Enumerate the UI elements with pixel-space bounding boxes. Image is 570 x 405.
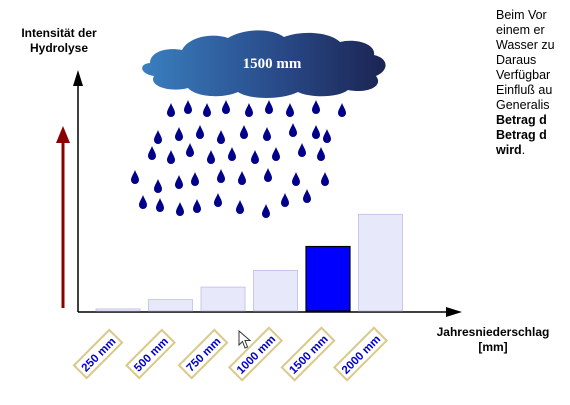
- tag-250-mm: 250 mm: [72, 328, 124, 380]
- raindrop-icon: [262, 204, 270, 218]
- side-text-line: Einfluß au: [496, 83, 553, 97]
- raindrop-icon: [312, 125, 320, 139]
- rain-cloud: 1500 mm: [142, 30, 386, 98]
- raindrop-icon: [193, 199, 201, 213]
- raindrop-icon: [154, 179, 162, 193]
- raindrop-icon: [323, 129, 331, 143]
- tag-2000-mm: 2000 mm: [332, 326, 389, 382]
- tag-frame: [280, 326, 336, 382]
- y-axis-arrowhead: [73, 70, 83, 86]
- raindrop-icon: [303, 189, 311, 203]
- cloud-shape: [142, 30, 386, 98]
- tag-frame: [332, 326, 389, 382]
- raindrop-icon: [139, 195, 147, 209]
- raindrops: [131, 100, 346, 218]
- raindrop-icon: [191, 172, 199, 186]
- raindrop-icon: [317, 147, 325, 161]
- tag-frame: [125, 328, 176, 380]
- bar-1500-mm: [305, 245, 351, 312]
- tag-frame: [72, 328, 124, 380]
- side-text: Beim Vor einem er Wasser zu Daraus Verfügbar…: [496, 8, 570, 158]
- raindrop-icon: [238, 171, 246, 185]
- side-text-suffix: .: [521, 143, 526, 157]
- raindrop-icon: [321, 172, 329, 186]
- raindrop-icon: [167, 150, 175, 164]
- raindrop-icon: [286, 103, 294, 117]
- x-axis-label-line1: Jahresniederschlag: [436, 325, 550, 339]
- raindrop-icon: [217, 169, 225, 183]
- y-axis-label-line1: Intensität der: [21, 26, 97, 40]
- raindrop-icon: [265, 100, 273, 114]
- mouse-cursor-icon: [238, 330, 252, 349]
- raindrop-icon: [207, 150, 215, 164]
- raindrop-icon: [240, 125, 248, 139]
- raindrop-icon: [251, 150, 259, 164]
- side-text-line: Generalis: [496, 98, 550, 112]
- raindrop-icon: [175, 127, 183, 141]
- axes: [73, 70, 462, 317]
- raindrop-icon: [245, 103, 253, 117]
- tag-frame: [227, 326, 284, 382]
- raindrop-icon: [203, 103, 211, 117]
- raindrop-icon: [167, 103, 175, 117]
- raindrop-icon: [148, 146, 156, 160]
- bar-750-mm: [200, 286, 246, 312]
- side-text-line: Wasser zu: [496, 38, 555, 52]
- x-axis-arrowhead: [446, 307, 462, 317]
- raindrop-icon: [156, 198, 164, 212]
- tag-750-mm: 750 mm: [177, 328, 229, 380]
- tag-1500-mm: 1500 mm: [280, 326, 336, 382]
- side-text-line: Betrag d: [496, 128, 547, 142]
- raindrop-icon: [264, 168, 272, 182]
- raindrop-icon: [281, 193, 289, 207]
- raindrop-icon: [289, 123, 297, 137]
- y-axis-label: Intensität der Hydrolyse: [0, 26, 118, 56]
- side-text-line: wird.: [496, 143, 526, 157]
- y-axis-label-line2: Hydrolyse: [29, 41, 89, 55]
- tag-frame: [177, 328, 229, 380]
- raindrop-icon: [186, 143, 194, 157]
- category-tags: 250 mm 500 mm 750 mm 1000 mm 1500 mm 2000 mm: [72, 326, 389, 382]
- raindrop-icon: [154, 130, 162, 144]
- side-text-line: Verfügbar: [496, 68, 551, 82]
- side-text-line: Beim Vor: [496, 8, 547, 22]
- bar-250-mm: [95, 308, 141, 312]
- bar-2000-mm: [358, 213, 403, 312]
- raindrop-icon: [272, 147, 280, 161]
- raindrop-icon: [338, 103, 346, 117]
- raindrop-icon: [217, 130, 225, 144]
- x-axis-label: Jahresniederschlag [mm]: [418, 325, 568, 355]
- side-text-line: einem er: [496, 23, 545, 37]
- raindrop-icon: [228, 147, 236, 161]
- raindrop-icon: [131, 170, 139, 184]
- bars: [95, 213, 403, 312]
- side-text-line: Betrag d: [496, 113, 547, 127]
- bar-500-mm: [148, 299, 193, 312]
- raindrop-icon: [312, 100, 320, 114]
- raindrop-icon: [214, 193, 222, 207]
- raindrop-icon: [196, 125, 204, 139]
- raindrop-icon: [298, 143, 306, 157]
- raindrop-icon: [184, 100, 192, 114]
- bar-1000-mm: [253, 270, 298, 312]
- raindrop-icon: [292, 172, 300, 186]
- tag-500-mm: 500 mm: [125, 328, 176, 380]
- cloud-label: 1500 mm: [243, 56, 302, 72]
- raindrop-icon: [175, 175, 183, 189]
- raindrop-icon: [222, 100, 230, 114]
- side-text-line: Daraus: [496, 53, 537, 67]
- raindrop-icon: [176, 202, 184, 216]
- raindrop-icon: [263, 127, 271, 141]
- intensity-arrow: [56, 126, 70, 308]
- raindrop-icon: [236, 200, 244, 214]
- x-axis-label-line2: [mm]: [478, 340, 508, 354]
